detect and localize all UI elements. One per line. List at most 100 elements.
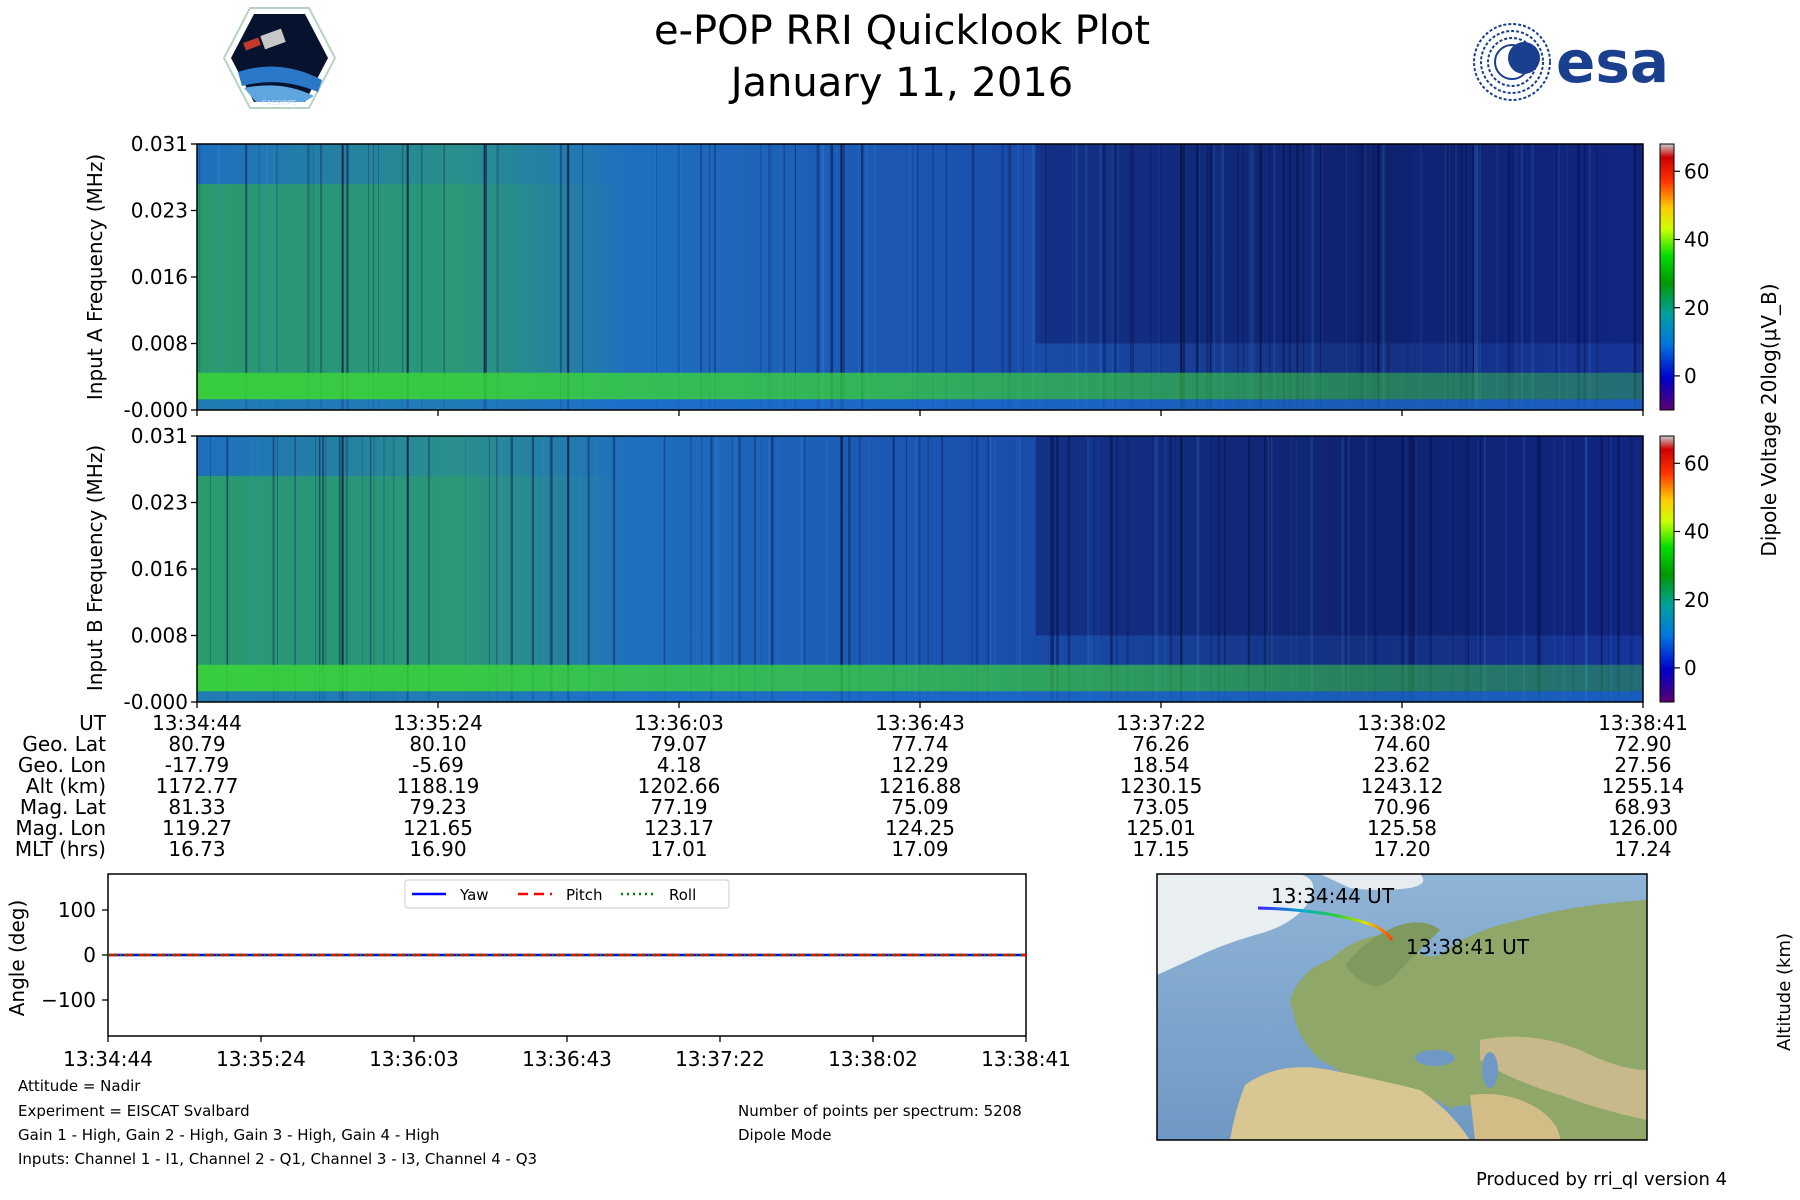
input-b-streak bbox=[1050, 436, 1053, 702]
input-b-streak bbox=[226, 436, 229, 702]
input-b-streak bbox=[531, 436, 534, 702]
input-b-streak bbox=[761, 436, 762, 702]
input-a-streak bbox=[1531, 144, 1534, 410]
ephemeris-cell: 17.01 bbox=[650, 837, 707, 861]
ephemeris-cell: 79.23 bbox=[409, 795, 466, 819]
attitude-ylabel: Angle (deg) bbox=[5, 900, 29, 1017]
input-b-streak bbox=[1479, 436, 1481, 702]
ephemeris-cell: 13:37:22 bbox=[1116, 711, 1206, 735]
input-a-streak bbox=[1321, 144, 1323, 410]
input-b-streak bbox=[499, 436, 503, 702]
input-a-streak bbox=[768, 144, 771, 410]
input-b-streak bbox=[800, 436, 803, 702]
input-b-streak bbox=[980, 436, 982, 702]
input-a-streak bbox=[1364, 144, 1366, 410]
input-b-streak bbox=[542, 436, 545, 702]
input-a-streak bbox=[677, 144, 680, 410]
esa-logo-text: esa bbox=[1556, 28, 1669, 96]
ephemeris-cell: -17.79 bbox=[165, 753, 229, 777]
input-b-streak bbox=[1271, 436, 1273, 702]
input-a-streak bbox=[1555, 144, 1558, 410]
note-mode: Dipole Mode bbox=[738, 1126, 831, 1144]
input-b-streak bbox=[1015, 436, 1018, 702]
input-a-streak bbox=[932, 144, 934, 410]
input-b-ytick-label: -0.000 bbox=[124, 690, 188, 714]
input-a-streak bbox=[770, 144, 772, 410]
input-b-streak bbox=[1003, 436, 1005, 702]
input-b-streak bbox=[1067, 436, 1071, 702]
ephemeris-table: UT 13:34:44 13:35:24 13:36:03 13:36:43 13:37:… bbox=[15, 711, 1688, 861]
input-b-streak bbox=[859, 436, 861, 702]
figure-date: January 11, 2016 bbox=[728, 60, 1073, 106]
input-b-streak bbox=[318, 436, 321, 702]
note-points: Number of points per spectrum: 5208 bbox=[738, 1102, 1022, 1120]
colorbar-input-a: 60 40 20 0 bbox=[1659, 143, 1709, 411]
ephemeris-cell: 17.20 bbox=[1373, 837, 1430, 861]
input-b-streak bbox=[1091, 436, 1093, 702]
input-b-streak bbox=[842, 436, 844, 702]
input-a-streak bbox=[858, 144, 859, 410]
input-a-streak bbox=[489, 144, 491, 410]
input-a-streak bbox=[759, 144, 762, 410]
input-a-streak bbox=[821, 144, 825, 410]
ephemeris-cell: 80.10 bbox=[409, 732, 466, 756]
input-b-streak bbox=[1056, 436, 1059, 702]
input-a-streak bbox=[655, 144, 657, 410]
input-b-streak bbox=[427, 436, 430, 702]
input-b-streak bbox=[425, 436, 427, 702]
input-b-streak bbox=[488, 436, 490, 702]
input-a-streak bbox=[1045, 144, 1047, 410]
ephemeris-cell: 18.54 bbox=[1132, 753, 1189, 777]
input-a-streak bbox=[401, 144, 404, 410]
input-b-ytick-label: 0.008 bbox=[131, 624, 188, 648]
attitude-ytick-label: 100 bbox=[58, 898, 96, 922]
input-a-streak bbox=[1209, 144, 1212, 410]
input-a-streak bbox=[1303, 144, 1305, 410]
input-b-streak bbox=[707, 436, 709, 702]
input-b-streak bbox=[1411, 436, 1415, 702]
input-a-streak bbox=[1259, 144, 1262, 410]
input-a-streak bbox=[1114, 144, 1116, 410]
attitude-legend-label: Yaw bbox=[459, 886, 489, 904]
input-b-streak bbox=[362, 436, 365, 702]
input-a-streak bbox=[1009, 144, 1012, 410]
attitude-xtick-label: 13:38:41 bbox=[981, 1047, 1071, 1071]
input-b-streak bbox=[803, 436, 806, 702]
input-b-streak bbox=[617, 436, 619, 702]
input-a-streak bbox=[1557, 144, 1560, 410]
ephemeris-cell: 17.24 bbox=[1614, 837, 1671, 861]
input-b-streak bbox=[825, 436, 828, 702]
input-a-streak bbox=[309, 144, 311, 410]
input-a-ytick-label: 0.008 bbox=[131, 332, 188, 356]
input-b-streak bbox=[1607, 436, 1610, 702]
input-a-streak bbox=[483, 144, 486, 410]
input-a-streak bbox=[1130, 144, 1132, 410]
input-a-streak bbox=[1032, 144, 1035, 410]
input-a-streak bbox=[1472, 144, 1474, 410]
input-b-streak bbox=[197, 436, 199, 702]
spectrogram-input-b: 0.031 0.023 0.016 0.008 -0.000 bbox=[124, 424, 1644, 714]
colorbar-input-b-tick-label: 40 bbox=[1684, 520, 1709, 544]
input-a-streak bbox=[1376, 144, 1380, 410]
input-a-streak bbox=[1198, 144, 1200, 410]
input-b-streak bbox=[250, 436, 253, 702]
input-a-streak bbox=[1511, 144, 1513, 410]
input-a-streak bbox=[320, 144, 323, 410]
input-a-streak bbox=[1099, 144, 1102, 410]
input-b-low-frequency-band bbox=[197, 664, 1643, 692]
input-b-streak bbox=[941, 436, 944, 702]
input-a-streak bbox=[1282, 144, 1285, 410]
input-a-streak bbox=[483, 144, 485, 410]
ephemeris-cell: 16.90 bbox=[409, 837, 466, 861]
input-a-streak bbox=[386, 144, 389, 410]
input-b-streak bbox=[1171, 436, 1173, 702]
input-b-streak bbox=[1247, 436, 1250, 702]
input-b-streak bbox=[272, 436, 275, 702]
input-b-streak bbox=[868, 436, 870, 702]
input-a-streak bbox=[1283, 144, 1285, 410]
input-a-streak bbox=[1633, 144, 1636, 410]
colorbar-input-b: 60 40 20 0 bbox=[1659, 435, 1709, 703]
input-b-streak bbox=[1058, 436, 1060, 702]
input-b-streak bbox=[1110, 436, 1113, 702]
attitude-xtick-label: 13:36:43 bbox=[522, 1047, 612, 1071]
